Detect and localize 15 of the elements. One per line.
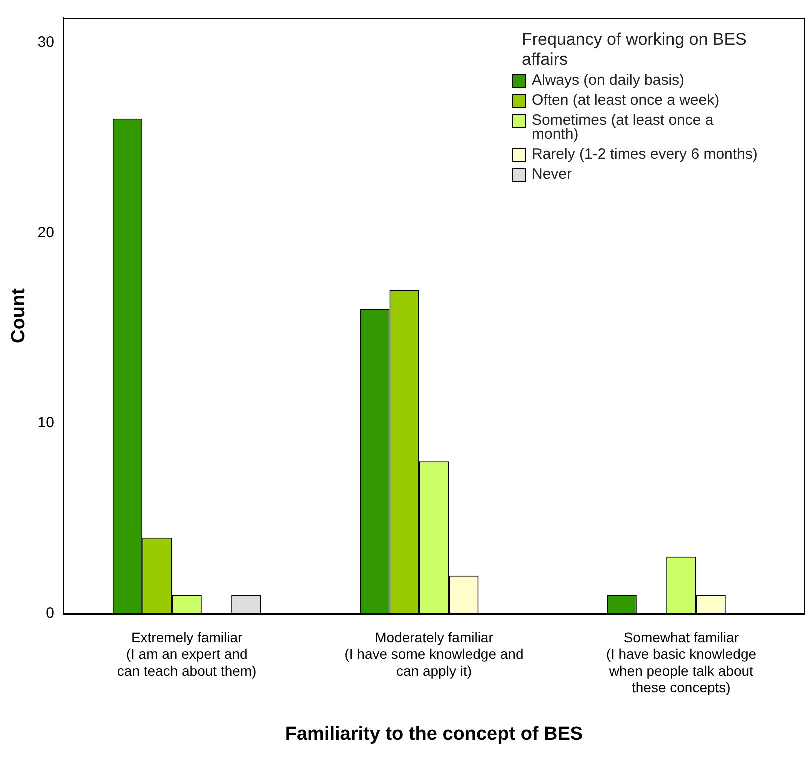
y-tick-label: 30 (38, 34, 54, 51)
legend-label: Rarely (1-2 times every 6 months) (532, 146, 758, 163)
x-axis-title: Familiarity to the concept of BES (285, 724, 584, 745)
legend-label: Never (532, 166, 572, 183)
y-tick-label: 20 (38, 224, 54, 242)
x-tick-label: Somewhat familiar (I have basic knowledge when people talk about these concepts) (606, 629, 757, 696)
legend-label: Often (at least once a week) (532, 92, 720, 109)
y-tick-label: 0 (46, 605, 54, 622)
x-tick-label: Extremely familiar (I am an expert and can teach about them) (117, 629, 257, 679)
y-tick-label: 10 (38, 414, 54, 432)
x-tick-label: Moderately familiar (I have some knowledge and can apply it) (344, 629, 524, 679)
legend-title: Frequancy of working on BES affairs (522, 30, 748, 70)
y-axis-title: Count (8, 288, 30, 344)
legend-label: Always (on daily basis) (532, 72, 685, 89)
legend-label: Sometimes (at least once a month) (532, 112, 715, 143)
